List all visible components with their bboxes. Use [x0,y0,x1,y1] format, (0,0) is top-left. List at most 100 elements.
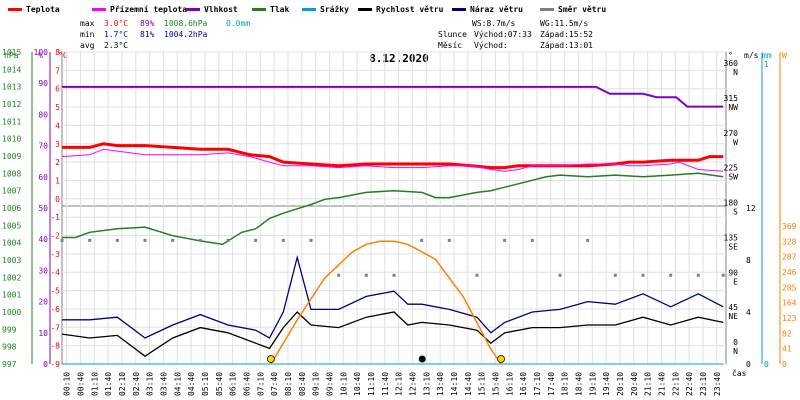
humidity-unit: % [38,51,43,60]
legend-item-prizemni-teplota: Přízemní teplota [92,5,187,14]
sun-marker [266,355,275,363]
x-tick-label: 19:10 [588,372,597,396]
wind-direction-point [115,238,119,242]
x-tick-label: 12:10 [395,372,404,396]
legend: Teplota Přízemní teplota Vlhkost Tlak Sr… [8,4,606,14]
wind-direction-point [392,273,396,277]
solar-tick-label: 82 [782,329,792,338]
stats-max-label: max [80,19,95,28]
rain-tick-label: 0 [764,360,769,369]
wind-speed-max: WS:8.7m/s [472,19,516,28]
solar-tick-label: 369 [782,222,797,231]
series-layer [60,85,725,365]
stats-max-temp: 3.0°C [104,19,128,28]
wind-direction-point [530,238,534,242]
pressure-tick-label: 1009 [2,152,21,161]
x-tick-label: 02:10 [118,372,127,396]
legend-item-srazky: Srážky [302,5,349,14]
temperature-tick-label: 1 [55,176,60,185]
pressure-tick-label: 1013 [2,83,21,92]
stats-avg-temp: 2.3°C [104,41,128,50]
wind-direction-point [198,238,202,242]
series-naraz-vetru [62,254,724,339]
x-tick-label: 15:40 [491,372,500,396]
x-tick-label: 20:40 [630,372,639,396]
info-block: WS:8.7m/s WG:11.5m/s Slunce Východ:07:33… [438,19,593,50]
x-tick-label: 22:40 [685,372,694,396]
x-tick-label: 01:40 [104,372,113,396]
wind-tick-label: 8 [746,256,751,265]
x-tick-label: 06:40 [242,372,251,396]
humidity-tick-label: 20 [38,298,48,307]
wind-direction-point [88,238,92,242]
legend-label: Teplota [26,5,60,14]
humidity-tick-label: 30 [38,266,48,275]
series-rychlost-vetru [61,311,724,357]
legend-label: Směr větru [558,4,606,14]
x-tick-label: 00:10 [63,372,72,396]
series-vlhkost [62,85,724,108]
legend-item-teplota: Teplota [8,5,60,14]
x-tick-label: 00:40 [76,372,85,396]
solar-tick-label: 41 [782,345,792,354]
temperature-tick-label: 5 [55,103,60,112]
moon-marker [418,355,426,363]
x-tick-label: 01:10 [90,372,99,396]
stats-block: max 3.0°C 89% 1008.6hPa 0.0mm min 1.7°C … [80,19,250,50]
temperature-tick-label: 7 [55,66,60,75]
pressure-unit: hPa [4,51,19,60]
legend-item-naraz-vetru: Náraz větru [452,4,523,14]
wind-direction-point [60,238,64,242]
right-axes: 0N45NE90E135SE180S225SW270W315NW360N0481… [724,52,797,369]
direction-tick-label: 225 [724,164,739,173]
direction-tick-label: 270 [724,129,739,138]
direction-compass-label: NE [728,312,738,321]
x-tick-label: 17:10 [533,372,542,396]
legend-item-vlhkost: Vlhkost [186,5,238,14]
temperature-tick-label: 2 [55,158,60,167]
x-tick-label: 04:10 [173,372,182,396]
direction-tick-label: 0 [733,338,738,347]
plot-frame [61,51,727,365]
wind-direction-point [143,238,147,242]
x-tick-label: 23:40 [713,372,722,396]
wind-direction-point [171,238,175,242]
x-tick-label: 17:40 [547,372,556,396]
wind-direction-point [586,238,590,242]
temperature-tick-label: -6 [50,305,60,314]
x-tick-label: 05:40 [215,372,224,396]
pressure-tick-label: 1007 [2,187,21,196]
temperature-tick-label: 0 [55,195,60,204]
stats-min-press: 1004.2hPa [164,30,208,39]
x-tick-label: 07:40 [270,372,279,396]
wind-direction-point [254,238,258,242]
x-tick-label: 21:40 [657,372,666,396]
pressure-tick-label: 1010 [2,135,21,144]
x-tick-label: 19:40 [602,372,611,396]
stats-min-temp: 1.7°C [104,30,128,39]
temperature-tick-label: -3 [50,250,60,259]
humidity-tick-label: 90 [38,79,48,88]
pressure-tick-label: 1004 [2,239,21,248]
wind-tick-label: 0 [746,360,751,369]
markers [266,355,505,363]
x-tick-label: 18:10 [561,372,570,396]
pressure-tick-label: 1014 [2,65,21,74]
pressure-tick-label: 1002 [2,273,21,282]
temperature-tick-label: -4 [50,268,60,277]
direction-compass-label: SE [728,242,738,251]
direction-compass-label: S [733,208,738,217]
moon-label: Měsíc [438,41,462,50]
x-tick-label: 09:40 [325,372,334,396]
wind-direction-point [721,273,725,277]
humidity-tick-label: 60 [38,173,48,182]
solar-tick-label: 287 [782,253,797,262]
temperature-tick-label: 4 [55,121,60,130]
direction-compass-label: N [733,347,738,356]
humidity-tick-label: 10 [38,329,48,338]
humidity-tick-label: 70 [38,142,48,151]
humidity-tick-label: 50 [38,204,48,213]
x-tick-label: 09:10 [312,372,321,396]
wind-direction-point [447,238,451,242]
temperature-tick-label: -2 [50,232,60,241]
